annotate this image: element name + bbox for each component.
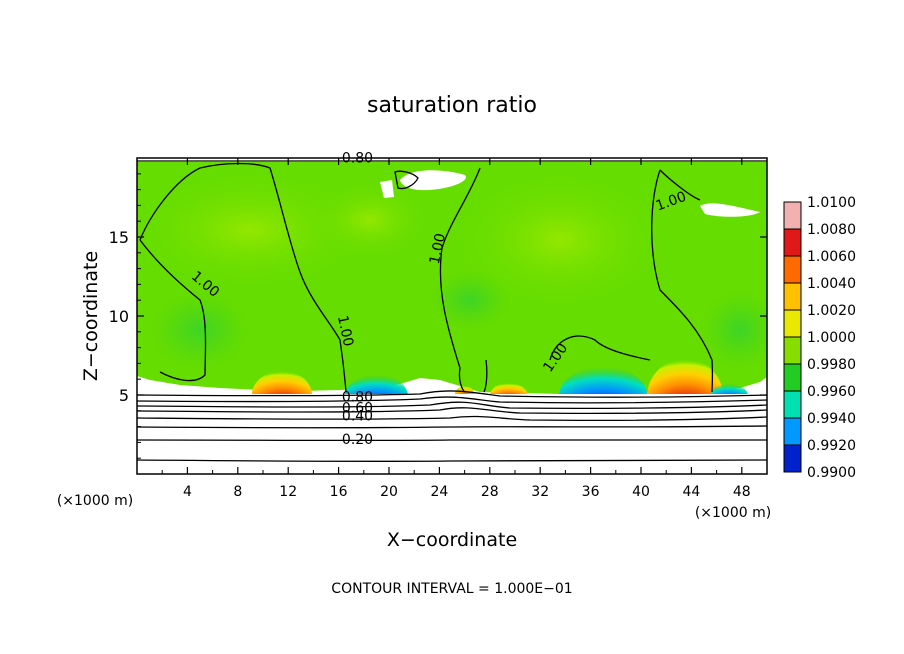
colorbar-swatch: [784, 229, 801, 256]
colorbar-swatch: [784, 337, 801, 364]
colorbar-label: 0.9960: [807, 384, 856, 400]
colorbar-swatch: [784, 391, 801, 418]
contour-label: 0.20: [342, 432, 373, 448]
y-tick-label: 15: [109, 228, 129, 247]
colorbar-swatch: [784, 364, 801, 391]
x-tick-label: 36: [582, 484, 600, 500]
contour-label: 1.00: [427, 232, 449, 266]
x-tick-label: 16: [330, 484, 348, 500]
colorbar-label: 1.0100: [807, 195, 856, 211]
x-tick-label: 24: [430, 484, 448, 500]
chart-title: saturation ratio: [367, 93, 537, 118]
colorbar-swatch: [784, 202, 801, 229]
x-tick-label: 40: [632, 484, 650, 500]
colorbar-swatch: [784, 418, 801, 445]
x-tick-label: 28: [481, 484, 499, 500]
y-tick-label: 10: [109, 307, 129, 326]
x-tick-label: 44: [682, 484, 700, 500]
contour-label: 0.60: [342, 400, 373, 416]
x-tick-label: 32: [531, 484, 549, 500]
contour-interval-footer: CONTOUR INTERVAL = 1.000E−01: [331, 581, 572, 597]
x-unit-label: (×1000 m): [695, 505, 771, 521]
x-tick-label: 12: [279, 484, 297, 500]
colorbar-swatch: [784, 256, 801, 283]
y-unit-label: (×1000 m): [57, 493, 133, 509]
colorbar-label: 1.0000: [807, 330, 856, 346]
colorbar-label: 0.9920: [807, 438, 856, 454]
contour-label: 1.00: [334, 314, 356, 348]
colorbar-swatch: [784, 283, 801, 310]
colorbar: 1.0100 1.0080 1.0060 1.0040 1.0020 1.0000 0.99…: [783, 195, 856, 481]
colorbar-label: 1.0040: [807, 276, 856, 292]
colorbar-label: 0.9980: [807, 357, 856, 373]
y-tick-label: 5: [119, 386, 129, 405]
x-tick-label: 4: [183, 484, 192, 500]
colorbar-label: 1.0060: [807, 249, 856, 265]
x-tick-label: 8: [233, 484, 242, 500]
colorbar-swatch: [784, 310, 801, 337]
colorbar-label: 0.9940: [807, 411, 856, 427]
contour-label: 0.80: [342, 389, 373, 405]
contour-label: 0.40: [342, 408, 373, 424]
x-axis-label: X−coordinate: [387, 529, 517, 551]
y-axis-label: Z−coordinate: [80, 251, 102, 381]
colorbar-label: 1.0020: [807, 303, 856, 319]
colorbar-label: 0.9900: [807, 465, 856, 481]
x-tick-label: 48: [733, 484, 751, 500]
contour-lines: [137, 160, 767, 463]
x-tick-label: 20: [380, 484, 398, 500]
colorbar-swatch: [784, 445, 801, 472]
colorbar-label: 1.0080: [807, 222, 856, 238]
